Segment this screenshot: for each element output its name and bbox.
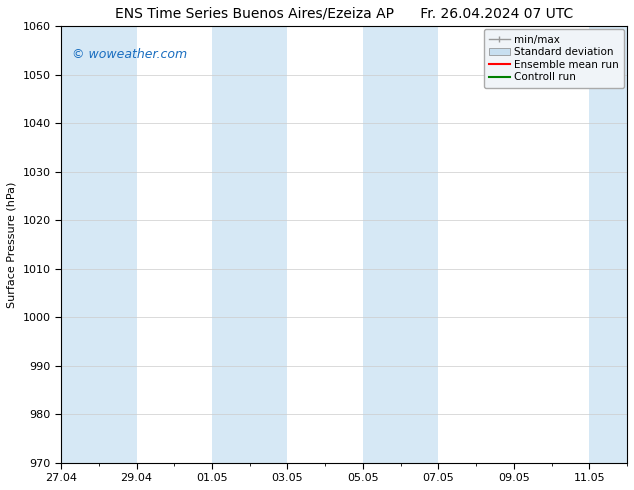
Bar xyxy=(212,26,287,463)
Text: © woweather.com: © woweather.com xyxy=(72,48,188,61)
Bar xyxy=(61,26,136,463)
Bar xyxy=(590,26,627,463)
Legend: min/max, Standard deviation, Ensemble mean run, Controll run: min/max, Standard deviation, Ensemble me… xyxy=(484,29,624,88)
Bar xyxy=(363,26,438,463)
Y-axis label: Surface Pressure (hPa): Surface Pressure (hPa) xyxy=(7,181,17,308)
Title: ENS Time Series Buenos Aires/Ezeiza AP      Fr. 26.04.2024 07 UTC: ENS Time Series Buenos Aires/Ezeiza AP F… xyxy=(115,7,573,21)
